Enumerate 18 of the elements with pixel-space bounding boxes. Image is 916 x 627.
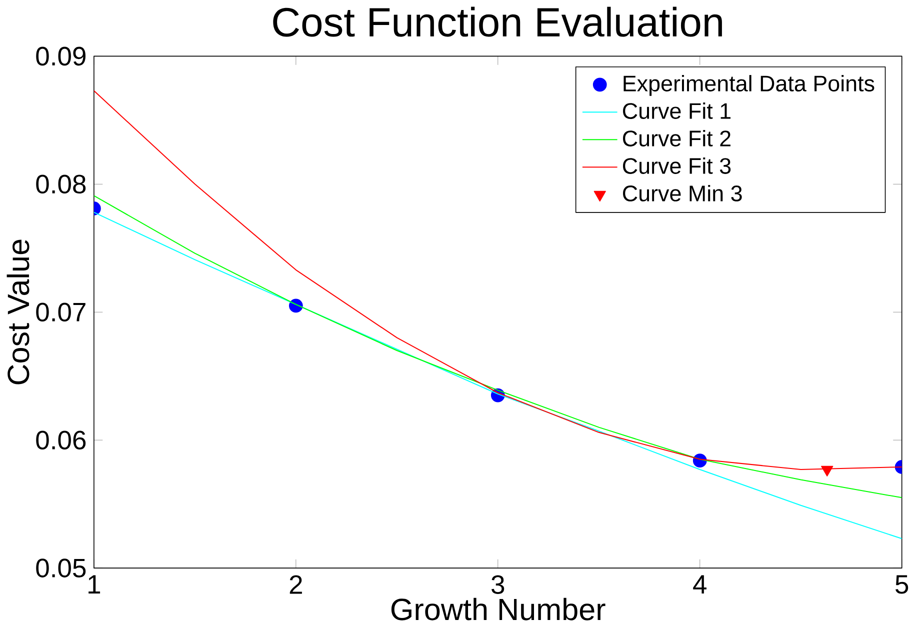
legend-label: Curve Fit 1 <box>623 102 730 119</box>
y-axis-title: Cost Value <box>6 240 30 384</box>
y-tick-label: 0.05 <box>36 558 86 578</box>
x-tick-label: 2 <box>290 575 302 594</box>
legend-label: Curve Min 3 <box>623 184 742 202</box>
legend-label: Curve Fit 2 <box>623 130 730 146</box>
legend-label: Experimental Data Points <box>624 74 874 96</box>
legend-label: Curve Fit 3 <box>623 157 731 174</box>
y-tick-label: 0.07 <box>36 302 86 322</box>
y-tick-label: 0.09 <box>36 46 86 66</box>
y-tick-label: 0.08 <box>36 174 86 194</box>
chart-title: Cost Function Evaluation <box>273 6 722 37</box>
x-tick-label: 3 <box>492 575 504 594</box>
x-tick-label: 1 <box>88 575 100 594</box>
x-tick-label: 5 <box>896 575 908 594</box>
x-tick-label: 4 <box>693 575 706 594</box>
y-tick-label: 0.06 <box>36 430 86 450</box>
x-axis-title: Growth Number <box>391 598 606 620</box>
